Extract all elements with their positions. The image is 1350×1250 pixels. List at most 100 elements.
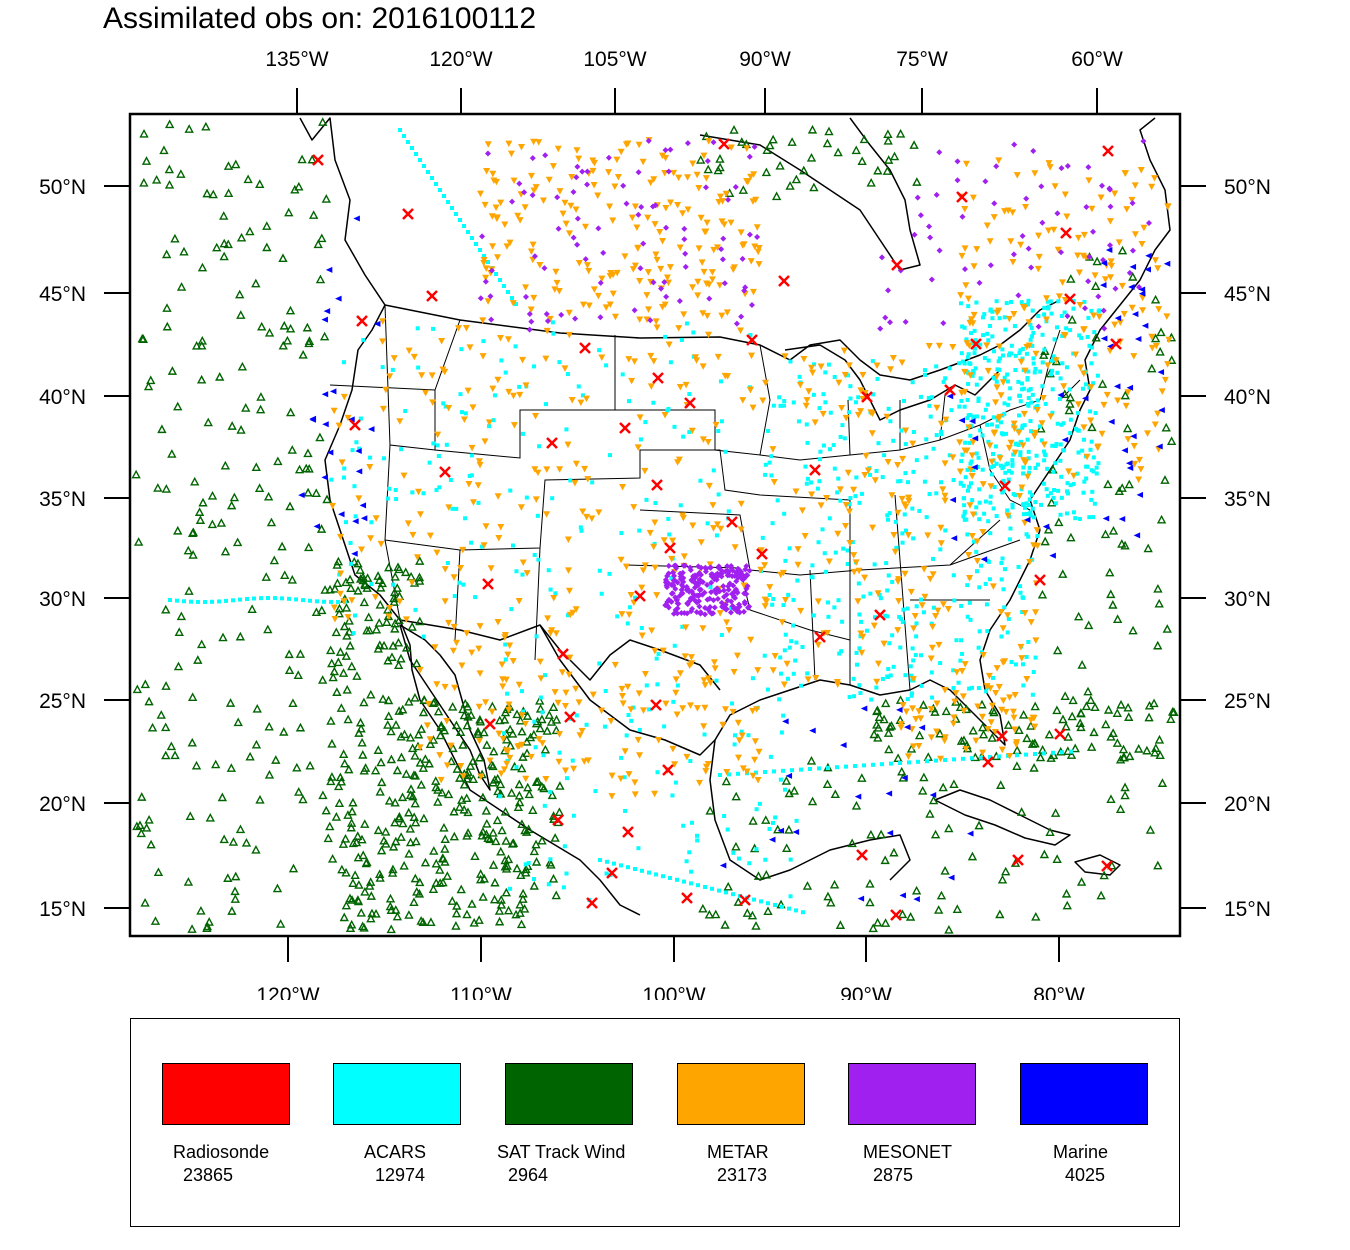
acars-marker [690, 820, 695, 825]
west-coast [299, 117, 641, 916]
sat-track-wind-marker [474, 915, 484, 924]
acars-marker [783, 632, 788, 637]
sat-track-wind-marker [517, 819, 527, 829]
acars-marker [947, 366, 952, 371]
left-lat-label: 45°N [39, 283, 86, 306]
metar-marker [680, 311, 688, 318]
metar-marker [536, 262, 544, 269]
sat-track-wind-marker [397, 792, 408, 802]
acars-marker [189, 599, 193, 604]
metar-marker [898, 359, 906, 367]
marine-marker [719, 862, 727, 869]
sat-track-wind-marker [326, 716, 336, 725]
metar-marker [636, 278, 644, 285]
marine-marker [321, 316, 328, 323]
metar-marker [675, 174, 683, 182]
metar-marker [550, 595, 558, 602]
mesonet-marker [732, 184, 739, 191]
metar-marker [1024, 473, 1032, 481]
mesonet-marker [529, 155, 536, 162]
sat-track-wind-marker [1108, 728, 1118, 737]
acars-marker [846, 410, 851, 415]
acars-marker [934, 364, 939, 369]
sat-track-wind-marker [531, 857, 542, 866]
acars-marker [962, 496, 967, 501]
acars-marker [667, 532, 672, 537]
metar-marker [1080, 326, 1088, 333]
metar-marker [1118, 282, 1126, 290]
acars-marker [911, 469, 916, 474]
acars-marker [1020, 595, 1025, 600]
sat-track-wind-marker [304, 338, 314, 348]
acars-marker [929, 395, 934, 400]
acars-marker [182, 599, 186, 604]
metar-marker [958, 668, 966, 675]
metar-marker [1135, 476, 1143, 483]
acars-marker [900, 619, 905, 624]
metar-marker [739, 397, 747, 404]
metar-marker [1128, 304, 1136, 312]
acars-marker [1003, 567, 1008, 572]
sat-track-wind-marker [438, 853, 448, 863]
legend: Radiosonde 23865 ACARS 12974 SAT Track W… [130, 1018, 1180, 1227]
metar-marker [845, 362, 853, 369]
sat-track-wind-marker [418, 917, 428, 927]
sat-track-wind-marker [219, 238, 229, 248]
metar-marker [510, 422, 518, 429]
acars-marker [767, 460, 772, 465]
acars-marker [597, 348, 602, 353]
metar-marker [967, 466, 975, 473]
sat-track-wind-marker [1086, 742, 1097, 751]
acars-marker [508, 886, 513, 891]
metar-marker [904, 531, 912, 539]
sat-track-wind-marker [166, 741, 177, 751]
sat-track-wind-marker [386, 924, 396, 934]
acars-marker [1082, 479, 1087, 484]
metar-marker [777, 571, 785, 579]
sat-track-wind-marker [468, 774, 479, 784]
sat-track-wind-marker [479, 727, 489, 737]
acars-marker [1007, 469, 1012, 474]
acars-marker [868, 472, 873, 477]
acars-marker [597, 661, 602, 666]
metar-marker [634, 736, 642, 744]
sat-track-wind-marker [358, 850, 368, 860]
sat-track-wind-marker [479, 873, 489, 883]
mesonet-marker [696, 576, 703, 583]
metar-marker [1027, 619, 1035, 626]
acars-marker [976, 645, 981, 650]
acars-marker [960, 452, 965, 457]
metar-marker [607, 718, 615, 725]
acars-marker [1019, 300, 1024, 305]
acars-marker [972, 351, 977, 356]
acars-marker [962, 509, 967, 514]
sat-track-wind-marker [517, 763, 527, 773]
marine-marker [1121, 447, 1128, 454]
metar-marker [667, 199, 675, 206]
acars-marker [898, 645, 903, 650]
metar-marker [1080, 424, 1088, 431]
marine-marker [355, 448, 362, 455]
metar-marker [838, 404, 846, 412]
acars-marker [598, 858, 602, 862]
sat-track-wind-marker [384, 562, 394, 572]
metar-marker [970, 311, 978, 319]
acars-marker [928, 414, 933, 419]
radiosonde-marker [1012, 854, 1024, 866]
metar-marker [634, 244, 642, 252]
acars-marker [838, 498, 843, 503]
sat-track-wind-marker [876, 829, 886, 839]
acars-marker [1025, 401, 1030, 406]
metar-marker [482, 265, 490, 272]
metar-marker [609, 217, 617, 225]
mesonet-marker [959, 213, 966, 220]
sat-track-wind-marker [295, 722, 306, 732]
metar-marker [549, 163, 557, 170]
metar-marker [1039, 394, 1047, 402]
metar-marker [546, 315, 554, 323]
metar-marker [961, 206, 969, 213]
acars-marker [973, 366, 978, 371]
mesonet-marker [635, 211, 642, 218]
radiosonde-marker [718, 138, 730, 150]
sat-track-wind-marker [713, 165, 723, 175]
